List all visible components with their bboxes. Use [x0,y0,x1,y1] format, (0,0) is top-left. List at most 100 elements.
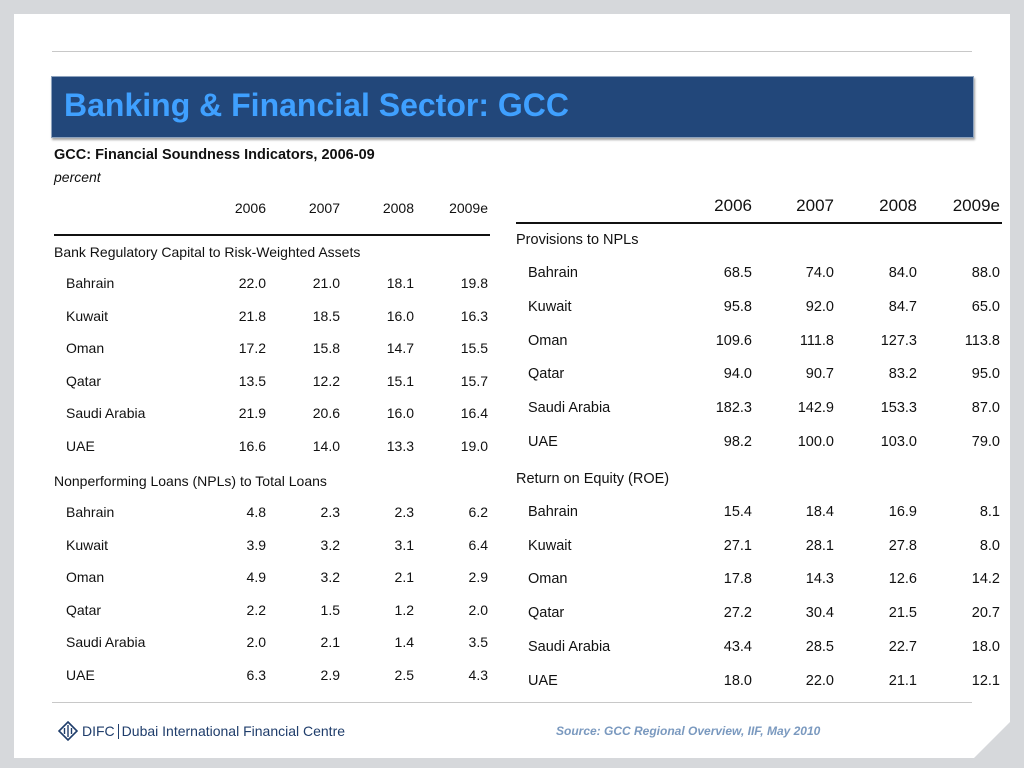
top-divider [52,51,972,52]
data-cell: 3.5 [468,634,488,650]
data-cell: 14.2 [971,571,1000,588]
year-header-cell: 2007 [796,196,834,215]
data-cell: 30.4 [805,605,834,622]
data-cell: 90.7 [805,366,834,383]
row-label-country: Kuwait [66,307,109,324]
year-header-cell: 2007 [308,200,340,216]
data-cell: 2.9 [468,569,488,585]
slide-corner-fold [974,722,1010,758]
source-note: Source: GCC Regional Overview, IIF, May … [556,724,821,738]
data-cell: 17.8 [723,571,752,588]
data-cell: 16.3 [460,307,488,324]
data-cell: 14.3 [805,571,834,588]
row-label-country: UAE [66,437,95,454]
data-cell: 2.5 [394,666,414,683]
data-cell: 14.0 [312,437,340,454]
difc-logo: DIFC Dubai International Financial Centr… [58,721,345,741]
data-cell: 68.5 [723,265,752,281]
data-cell: 2.2 [246,601,266,618]
row-label-country: UAE [528,434,558,450]
row-label-country: Qatar [528,605,565,622]
data-cell: 8.1 [979,503,1000,520]
data-cell: 65.0 [971,298,1000,315]
unit-label: percent [54,169,101,185]
data-cell: 18.1 [386,275,414,291]
data-cell: 12.2 [312,372,340,389]
data-cell: 2.0 [468,601,488,618]
data-cell: 2.3 [394,504,414,520]
data-cell: 4.8 [246,504,266,520]
data-cell: 13.5 [238,372,266,389]
row-label-country: Qatar [66,372,102,389]
row-label-country: Saudi Arabia [528,639,611,655]
row-label-country: UAE [528,672,558,689]
data-cell: 22.0 [238,275,266,291]
data-cell: 27.2 [723,605,752,622]
data-cell: 109.6 [715,332,752,349]
data-cell: 83.2 [888,366,917,383]
data-cell: 21.0 [312,275,340,291]
data-cell: 3.2 [320,536,340,553]
data-cell: 3.9 [246,536,266,553]
data-cell: 15.5 [460,340,488,356]
data-cell: 113.8 [964,332,1000,349]
data-cell: 6.4 [468,536,488,553]
section-title: Provisions to NPLs [516,232,639,248]
data-cell: 74.0 [805,265,834,281]
data-cell: 127.3 [880,332,917,349]
data-cell: 16.0 [386,405,414,421]
difc-diamond-icon [58,721,78,741]
row-label-country: Bahrain [528,503,578,520]
data-cell: 15.7 [460,372,488,389]
section-title: Return on Equity (ROE) [516,470,670,487]
row-label-country: UAE [66,666,95,683]
data-cell: 103.0 [880,434,917,450]
logo-short: DIFC [82,723,115,739]
data-cell: 21.8 [238,307,266,324]
data-cell: 98.2 [723,434,752,450]
data-cell: 15.4 [723,503,752,520]
data-cell: 16.9 [888,503,917,520]
data-cell: 12.6 [888,571,917,588]
data-cell: 142.9 [797,400,834,417]
row-label-country: Oman [66,340,105,356]
data-cell: 14.7 [386,340,414,356]
data-cell: 2.1 [320,634,340,650]
data-cell: 2.3 [320,504,340,520]
data-cell: 20.6 [312,405,340,421]
year-header-row: 2006 2007 2008 2009e [516,196,1002,224]
data-cell: 6.3 [246,666,266,683]
row-label-country: Oman [66,569,105,585]
data-cell: 27.8 [888,537,917,554]
data-cell: 88.0 [971,265,1000,281]
row-label-country: Oman [528,571,568,588]
data-cell: 13.3 [386,437,414,454]
data-cell: 2.9 [320,666,340,683]
data-cell: 18.0 [971,639,1000,655]
data-cell: 17.2 [238,340,266,356]
data-cell: 92.0 [805,298,834,315]
title-bar: Banking & Financial Sector: GCC [51,76,974,138]
data-cell: 1.4 [394,634,414,650]
row-label-country: Qatar [66,601,102,618]
data-cell: 18.5 [312,307,340,324]
data-cell: 28.5 [805,639,834,655]
data-cell: 21.5 [888,605,917,622]
data-cell: 95.8 [723,298,752,315]
year-header-row: 2006 2007 2008 2009e [54,198,490,236]
data-cell: 21.1 [888,672,917,689]
year-header-cell: 2008 [879,196,917,215]
data-cell: 84.0 [888,265,917,281]
data-cell: 3.2 [320,569,340,585]
year-header-cell: 2009e [449,200,488,216]
data-cell: 18.4 [805,503,834,520]
data-cell: 16.4 [460,405,488,421]
year-header-cell: 2008 [382,200,414,216]
bottom-divider [52,702,972,703]
data-cell: 2.0 [246,634,266,650]
year-header-cell: 2006 [714,196,752,215]
row-label-country: Saudi Arabia [528,400,611,417]
row-label-country: Bahrain [528,265,578,281]
data-cell: 15.8 [312,340,340,356]
data-cell: 3.1 [394,536,414,553]
